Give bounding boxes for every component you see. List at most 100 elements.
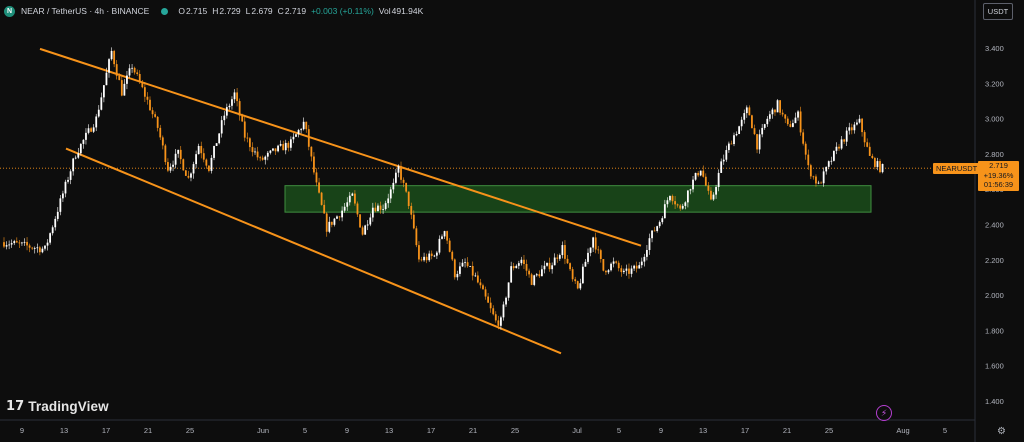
candle-body: [266, 152, 269, 157]
x-tick-label: 9: [345, 426, 349, 435]
candle-body: [743, 113, 746, 120]
candle-body: [581, 266, 584, 284]
candle-body: [727, 143, 730, 151]
candle-body: [602, 258, 605, 271]
candle-body: [558, 255, 561, 259]
currency-button[interactable]: USDT: [983, 3, 1013, 20]
candle-body: [21, 242, 23, 244]
candle-body: [599, 250, 602, 259]
candle-body: [36, 247, 39, 249]
candle-body: [246, 137, 249, 139]
tradingview-logo[interactable]: 17 TradingView: [6, 399, 109, 414]
candle-body: [292, 136, 295, 140]
y-tick-label: 2.400: [985, 221, 1004, 230]
candle-body: [379, 205, 382, 210]
candle-body: [174, 153, 177, 165]
candle-body: [827, 161, 830, 167]
candle-body: [269, 150, 272, 153]
candle-body: [131, 67, 133, 69]
candle-body: [881, 163, 884, 173]
gear-icon[interactable]: ⚙: [997, 426, 1006, 437]
candle-body: [538, 274, 541, 277]
tradingview-logo-icon: 17: [6, 399, 25, 414]
candle-body: [663, 204, 666, 219]
candle-body: [551, 265, 554, 270]
candle-body: [382, 209, 384, 210]
candle-body: [612, 261, 615, 264]
candle-body: [615, 261, 618, 263]
candle-body: [405, 182, 408, 192]
candle-body: [351, 193, 354, 196]
candle-body: [517, 263, 520, 266]
y-tick-label: 1.600: [985, 362, 1004, 371]
candle-body: [505, 297, 507, 305]
near-coin-icon[interactable]: N: [4, 5, 15, 17]
candle-body: [133, 67, 136, 73]
candle-body: [256, 151, 259, 158]
candle-body: [420, 259, 423, 261]
candle-body: [192, 164, 195, 174]
candle-body: [241, 115, 244, 122]
candle-body: [858, 118, 861, 123]
candle-body: [569, 263, 571, 270]
candle-body: [5, 245, 8, 247]
y-tick-label: 2.200: [985, 256, 1004, 265]
candle-body: [377, 205, 379, 212]
x-tick-label: 21: [783, 426, 791, 435]
candle-body: [689, 189, 692, 191]
candle-body: [202, 153, 205, 160]
candle-body: [225, 107, 228, 116]
candle-body: [766, 118, 769, 125]
x-tick-label: 21: [144, 426, 152, 435]
candle-body: [315, 172, 318, 183]
low-label: L: [245, 6, 251, 16]
candle-body: [753, 128, 756, 135]
symbol-title[interactable]: NEAR / TetherUS · 4h · BINANCE: [21, 6, 150, 16]
candle-body: [784, 114, 787, 119]
candle-body: [397, 166, 400, 173]
candle-body: [307, 129, 310, 147]
candle-body: [236, 92, 238, 102]
candle-body: [564, 245, 566, 259]
candle-body: [44, 245, 46, 249]
bolt-icon[interactable]: ⚡: [876, 405, 892, 421]
candle-body: [423, 256, 425, 261]
candle-body: [653, 230, 656, 232]
x-tick-label: 5: [943, 426, 947, 435]
market-status-dot-icon[interactable]: [161, 7, 169, 15]
candle-body: [346, 202, 349, 207]
candle-body: [110, 50, 113, 60]
candle-body: [681, 205, 684, 209]
candle-body: [848, 127, 851, 131]
candle-body: [8, 244, 11, 246]
candle-body: [302, 121, 305, 130]
candle-body: [305, 121, 308, 130]
candle-body: [692, 179, 694, 190]
candle-body: [686, 190, 689, 203]
channel-lower-line: [65, 147, 562, 355]
candle-body: [297, 130, 300, 135]
candle-body: [553, 257, 556, 266]
candle-body: [156, 116, 159, 128]
candle-body: [679, 205, 682, 209]
candle-body: [13, 241, 16, 244]
candle-body: [594, 237, 597, 250]
candle-body: [325, 213, 328, 232]
bar-countdown: 01:56:39: [983, 180, 1014, 189]
candle-body: [510, 266, 513, 283]
candle-body: [487, 296, 490, 303]
candle-body: [287, 142, 290, 148]
candle-body: [474, 275, 477, 277]
candle-body: [507, 282, 510, 298]
candle-body: [259, 157, 262, 159]
candle-body: [435, 252, 438, 256]
candle-body: [822, 171, 825, 184]
candle-body: [215, 143, 218, 147]
candle-body: [697, 172, 700, 176]
candle-body: [548, 262, 551, 270]
candle-body: [231, 99, 233, 106]
candle-body: [809, 165, 812, 177]
candle-body: [861, 118, 863, 133]
